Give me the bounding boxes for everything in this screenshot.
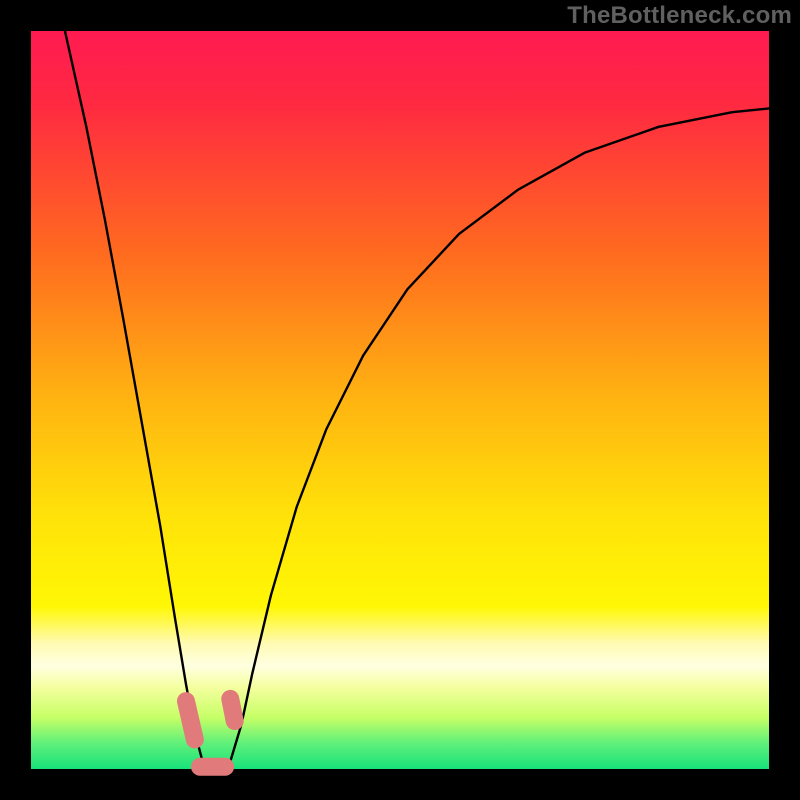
data-marker <box>186 701 195 739</box>
watermark-text: TheBottleneck.com <box>567 2 792 30</box>
data-marker <box>230 699 234 721</box>
plot-background <box>31 31 769 769</box>
bottleneck-chart <box>0 0 800 800</box>
chart-frame: TheBottleneck.com <box>0 0 800 800</box>
